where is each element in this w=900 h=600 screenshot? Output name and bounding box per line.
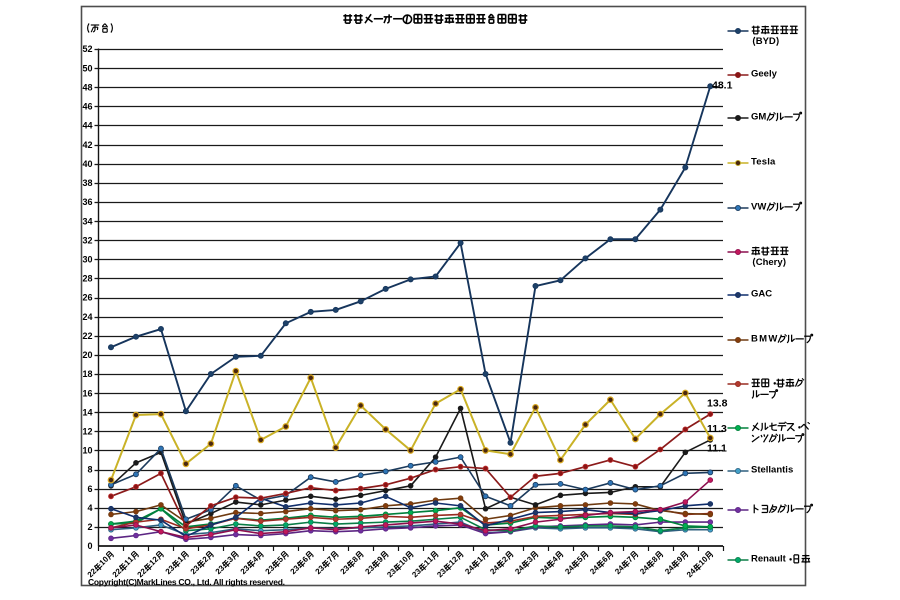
svg-text:Stellantis: Stellantis	[751, 465, 793, 476]
svg-text:16: 16	[82, 388, 92, 398]
svg-text:50: 50	[82, 63, 92, 73]
svg-text:14: 14	[82, 407, 92, 417]
svg-text:24: 24	[82, 312, 92, 322]
svg-text:GAC: GAC	[751, 289, 772, 300]
svg-text:12: 12	[82, 427, 92, 437]
svg-text:GM: GM	[751, 112, 766, 123]
svg-text:Geely: Geely	[751, 69, 778, 80]
svg-text:40: 40	[82, 159, 92, 169]
svg-text:13.8: 13.8	[707, 397, 728, 409]
svg-text:7: 7	[325, 554, 335, 564]
svg-text:38: 38	[82, 178, 92, 188]
svg-text:Renault: Renault	[751, 554, 787, 565]
svg-text:30: 30	[82, 254, 92, 264]
svg-text:Chery: Chery	[756, 257, 784, 268]
svg-text:2: 2	[87, 522, 92, 532]
svg-text:4: 4	[550, 554, 560, 564]
svg-text:48.1: 48.1	[712, 79, 733, 91]
svg-text:Copyright(C)MarkLines CO., Ltd: Copyright(C)MarkLines CO., Ltd. All righ…	[88, 577, 285, 587]
svg-text:3: 3	[226, 554, 236, 564]
svg-text:1: 1	[176, 554, 186, 564]
svg-text:4: 4	[87, 503, 92, 513]
svg-text:6: 6	[600, 554, 610, 564]
svg-text:52: 52	[82, 44, 92, 54]
svg-text:8: 8	[350, 554, 360, 564]
svg-text:3: 3	[525, 554, 535, 564]
svg-text:VW: VW	[751, 202, 766, 213]
svg-text:Tesla: Tesla	[751, 157, 776, 168]
svg-text:1: 1	[475, 554, 485, 564]
svg-text:7: 7	[625, 554, 635, 564]
svg-text:11.1: 11.1	[707, 442, 727, 454]
svg-text:46: 46	[82, 102, 92, 112]
svg-text:6: 6	[87, 484, 92, 494]
svg-text:34: 34	[82, 216, 92, 226]
svg-text:22: 22	[82, 331, 92, 341]
svg-text:9: 9	[675, 554, 685, 564]
svg-text:36: 36	[82, 197, 92, 207]
svg-text:10: 10	[82, 446, 92, 456]
svg-text:26: 26	[82, 293, 92, 303]
svg-text:5: 5	[575, 554, 585, 564]
svg-text:18: 18	[82, 369, 92, 379]
svg-text:BYD: BYD	[756, 36, 776, 47]
svg-text:8: 8	[87, 465, 92, 475]
svg-text:32: 32	[82, 235, 92, 245]
svg-text:2: 2	[500, 554, 510, 564]
svg-text:2: 2	[201, 554, 211, 564]
svg-text:20: 20	[82, 350, 92, 360]
svg-text:5: 5	[276, 554, 286, 564]
svg-text:4: 4	[251, 554, 261, 564]
svg-text:48: 48	[82, 82, 92, 92]
svg-text:6: 6	[301, 554, 311, 564]
svg-text:0: 0	[87, 541, 92, 551]
svg-text:9: 9	[375, 554, 385, 564]
svg-text:BMW: BMW	[751, 334, 777, 345]
svg-text:28: 28	[82, 274, 92, 284]
svg-text:42: 42	[82, 140, 92, 150]
svg-text:8: 8	[650, 554, 660, 564]
svg-text:44: 44	[82, 121, 92, 131]
svg-text:11.3: 11.3	[707, 423, 727, 435]
